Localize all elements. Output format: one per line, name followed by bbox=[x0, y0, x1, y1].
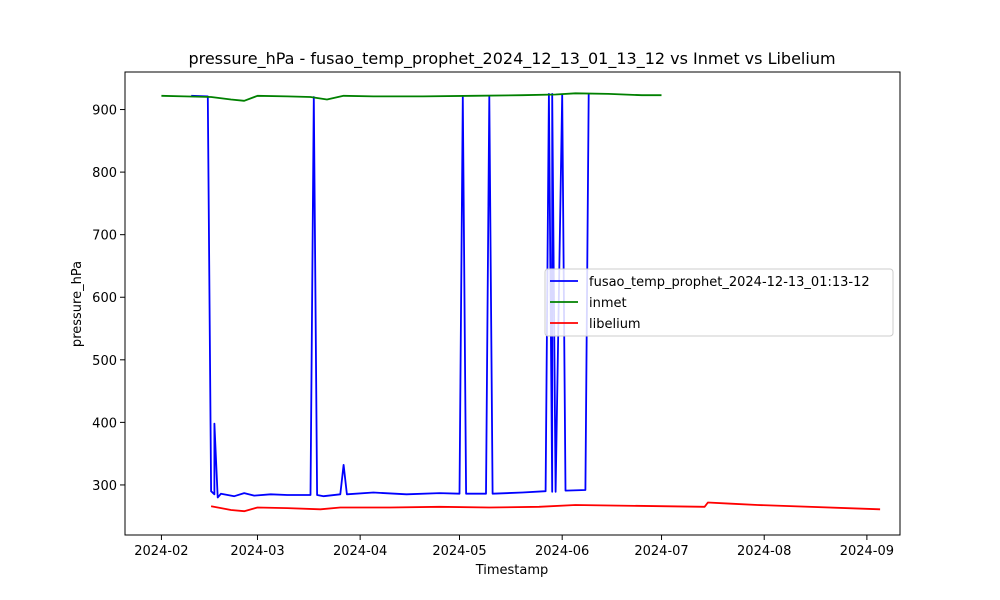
series-line-libelium bbox=[210, 501, 881, 513]
x-tick-label: 2024-08 bbox=[737, 544, 791, 559]
x-tick-label: 2024-07 bbox=[634, 544, 688, 559]
legend-label: libelium bbox=[589, 317, 641, 332]
y-axis-title: pressure_hPa bbox=[70, 261, 85, 347]
legend-box bbox=[544, 268, 894, 337]
y-tick-label: 900 bbox=[92, 104, 117, 119]
series-layer bbox=[161, 92, 881, 513]
y-tick-label: 800 bbox=[92, 166, 117, 181]
series-line-inmet bbox=[161, 92, 662, 102]
x-tick-label: 2024-03 bbox=[230, 544, 284, 559]
x-tick-label: 2024-02 bbox=[134, 544, 188, 559]
y-tick-label: 300 bbox=[92, 479, 117, 494]
y-tick-label: 700 bbox=[92, 229, 117, 244]
x-tick-label: 2024-09 bbox=[840, 544, 894, 559]
y-tick-label: 500 bbox=[92, 354, 117, 369]
legend-label: fusao_temp_prophet_2024-12-13_01:13-12 bbox=[589, 275, 870, 290]
series-line-fusao-temp-prophet-2024-12-13-01-13-12 bbox=[191, 93, 590, 499]
y-tick-label: 400 bbox=[92, 416, 117, 431]
legend: fusao_temp_prophet_2024-12-13_01:13-12in… bbox=[544, 268, 894, 337]
legend-label: inmet bbox=[589, 296, 627, 311]
x-axis-title: Timestamp bbox=[475, 563, 549, 578]
x-axis: 2024-02 2024-03 2024-04 2024-05 2024-06 2024-… bbox=[134, 535, 894, 559]
x-tick-label: 2024-06 bbox=[535, 544, 589, 559]
chart-title: pressure_hPa - fusao_temp_prophet_2024_1… bbox=[188, 49, 835, 69]
x-tick-label: 2024-04 bbox=[333, 544, 387, 559]
x-tick-label: 2024-05 bbox=[432, 544, 486, 559]
plot-frame bbox=[124, 71, 901, 536]
y-axis: 300 400 500 600 700 800 900 bbox=[92, 104, 125, 494]
y-tick-label: 600 bbox=[92, 291, 117, 306]
